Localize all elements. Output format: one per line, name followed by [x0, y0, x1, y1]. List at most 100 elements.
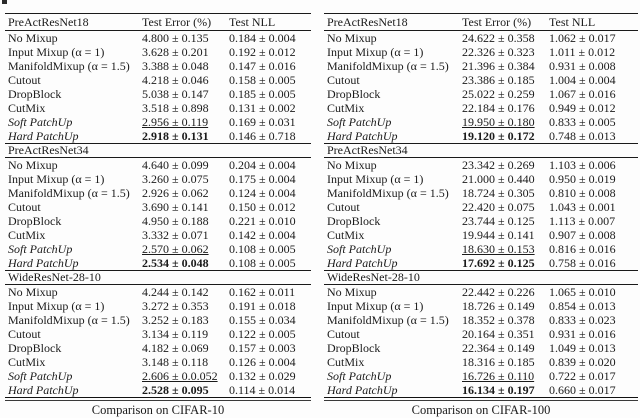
result-row: Hard PatchUp 16.134 ± 0.197 0.660 ± 0.017 [324, 383, 638, 397]
result-row: ManifoldMixup (α = 1.5) 18.352 ± 0.378 0.8… [324, 313, 638, 327]
model-section-name: PreActResNet34 [324, 143, 638, 158]
result-row: CutMix 19.944 ± 0.141 0.907 ± 0.008 [324, 228, 638, 242]
test-error-value: 18.316 ± 0.185 [462, 355, 535, 369]
method-name: Hard PatchUp [327, 383, 398, 397]
result-row: No Mixup 23.342 ± 0.269 1.103 ± 0.006 [324, 158, 638, 173]
model-name-header: PreActResNet18 [5, 13, 142, 31]
test-nll-value: 0.204 ± 0.004 [229, 158, 296, 172]
method-name: Soft PatchUp [8, 242, 73, 256]
result-row: Hard PatchUp 17.692 ± 0.125 0.758 ± 0.016 [324, 256, 638, 271]
method-name: CutMix [8, 101, 46, 115]
method-name: Cutout [8, 73, 41, 87]
method-name: Soft PatchUp [8, 115, 73, 129]
test-nll-value: 0.748 ± 0.013 [549, 129, 616, 143]
test-error-value: 4.800 ± 0.135 [142, 31, 209, 45]
test-nll-value: 0.122 ± 0.005 [229, 327, 296, 341]
test-error-value: 22.420 ± 0.075 [462, 200, 535, 214]
test-error-value: 21.000 ± 0.440 [462, 172, 535, 186]
test-error-value: 19.944 ± 0.141 [462, 228, 535, 242]
result-row: ManifoldMixup (α = 1.5) 18.724 ± 0.305 0.8… [324, 186, 638, 200]
model-section-name: WideResNet-28-10 [324, 270, 638, 285]
model-section-header-row: WideResNet-28-10 [324, 270, 638, 285]
test-error-value: 22.184 ± 0.176 [462, 101, 535, 115]
test-error-value: 3.690 ± 0.141 [142, 200, 209, 214]
result-row: Soft PatchUp 2.606 ± 0.0.052 0.132 ± 0.029 [5, 369, 311, 383]
result-row: CutMix 3.148 ± 0.118 0.126 ± 0.004 [5, 355, 311, 369]
table-caption: Comparison on CIFAR-10 [91, 402, 225, 417]
method-name: Hard PatchUp [8, 129, 79, 143]
bottom-double-rule [324, 397, 638, 401]
method-name: Hard PatchUp [327, 129, 398, 143]
cifar100-results-table: PreActResNet18 Test Error (%) Test NLL No M… [324, 13, 638, 417]
test-error-value: 18.352 ± 0.378 [462, 313, 535, 327]
method-name: Input Mixup (α = 1) [327, 45, 424, 59]
method-name: No Mixup [8, 158, 58, 172]
method-name: Input Mixup (α = 1) [8, 299, 105, 313]
method-name: DropBlock [327, 214, 381, 228]
test-error-value: 4.244 ± 0.142 [142, 285, 209, 299]
method-name: Input Mixup (α = 1) [8, 45, 105, 59]
test-nll-value: 0.854 ± 0.013 [549, 299, 616, 313]
test-nll-value: 1.113 ± 0.007 [549, 214, 616, 228]
method-name: ManifoldMixup (α = 1.5) [8, 313, 130, 327]
result-row: CutMix 3.518 ± 0.898 0.131 ± 0.002 [5, 101, 311, 115]
test-error-value: 19.120 ± 0.172 [462, 129, 535, 143]
cifar10-results-table: PreActResNet18 Test Error (%) Test NLL No M… [5, 13, 311, 417]
test-error-value: 22.442 ± 0.226 [462, 285, 535, 299]
test-error-value: 3.134 ± 0.119 [142, 327, 209, 341]
test-error-value: 4.640 ± 0.099 [142, 158, 209, 172]
result-row: Input Mixup (α = 1) 3.260 ± 0.075 0.175 ± … [5, 172, 311, 186]
result-row: CutMix 3.332 ± 0.071 0.142 ± 0.004 [5, 228, 311, 242]
test-nll-value: 0.108 ± 0.005 [229, 242, 296, 256]
test-error-value: 2.606 ± 0.0.052 [142, 369, 218, 383]
test-error-value: 23.744 ± 0.125 [462, 214, 535, 228]
results-table: PreActResNet18 Test Error (%) Test NLL No M… [324, 13, 638, 397]
column-header-test-nll: Test NLL [229, 13, 311, 31]
test-nll-value: 0.184 ± 0.004 [229, 31, 296, 45]
test-nll-value: 0.124 ± 0.004 [229, 186, 296, 200]
test-error-value: 19.950 ± 0.180 [462, 115, 535, 129]
test-error-value: 2.918 ± 0.131 [142, 129, 209, 143]
result-row: Hard PatchUp 19.120 ± 0.172 0.748 ± 0.013 [324, 129, 638, 144]
result-row: Hard PatchUp 2.528 ± 0.095 0.114 ± 0.014 [5, 383, 311, 397]
result-row: CutMix 22.184 ± 0.176 0.949 ± 0.012 [324, 101, 638, 115]
result-row: Soft PatchUp 16.726 ± 0.110 0.722 ± 0.017 [324, 369, 638, 383]
test-nll-value: 0.157 ± 0.003 [229, 341, 296, 355]
test-nll-value: 0.931 ± 0.016 [549, 327, 616, 341]
method-name: ManifoldMixup (α = 1.5) [327, 186, 449, 200]
method-name: Hard PatchUp [327, 256, 398, 270]
result-row: Soft PatchUp 2.570 ± 0.062 0.108 ± 0.005 [5, 242, 311, 256]
result-row: ManifoldMixup (α = 1.5) 21.396 ± 0.384 0.9… [324, 59, 638, 73]
test-error-value: 3.148 ± 0.118 [142, 355, 209, 369]
test-error-value: 17.692 ± 0.125 [462, 256, 535, 270]
test-error-value: 16.726 ± 0.110 [462, 369, 535, 383]
result-row: Cutout 4.218 ± 0.046 0.158 ± 0.005 [5, 73, 311, 87]
method-name: Cutout [327, 200, 360, 214]
result-row: Input Mixup (α = 1) 18.726 ± 0.149 0.854 ±… [324, 299, 638, 313]
result-row: Hard PatchUp 2.918 ± 0.131 0.146 ± 0.718 [5, 129, 311, 144]
test-nll-value: 0.158 ± 0.005 [229, 73, 296, 87]
result-row: Soft PatchUp 19.950 ± 0.180 0.833 ± 0.005 [324, 115, 638, 129]
test-nll-value: 0.907 ± 0.008 [549, 228, 616, 242]
test-error-value: 24.622 ± 0.358 [462, 31, 535, 45]
test-error-value: 25.022 ± 0.259 [462, 87, 535, 101]
result-row: DropBlock 23.744 ± 0.125 1.113 ± 0.007 [324, 214, 638, 228]
test-nll-value: 0.175 ± 0.004 [229, 172, 296, 186]
method-name: No Mixup [327, 285, 377, 299]
test-nll-value: 0.722 ± 0.017 [549, 369, 616, 383]
method-name: CutMix [8, 228, 46, 242]
test-nll-value: 0.150 ± 0.012 [229, 200, 296, 214]
model-section-name: WideResNet-28-10 [5, 270, 311, 285]
method-name: No Mixup [327, 31, 377, 45]
column-header-test-nll: Test NLL [549, 13, 638, 31]
model-section-header-row: PreActResNet34 [324, 143, 638, 158]
test-error-value: 2.570 ± 0.062 [142, 242, 209, 256]
test-nll-value: 1.067 ± 0.016 [549, 87, 616, 101]
test-nll-value: 0.810 ± 0.008 [549, 186, 616, 200]
method-name: No Mixup [8, 31, 58, 45]
table-body: PreActResNet18 Test Error (%) Test NLL No M… [324, 13, 638, 397]
result-row: DropBlock 4.182 ± 0.069 0.157 ± 0.003 [5, 341, 311, 355]
method-name: Soft PatchUp [327, 115, 392, 129]
test-nll-value: 0.816 ± 0.016 [549, 242, 616, 256]
